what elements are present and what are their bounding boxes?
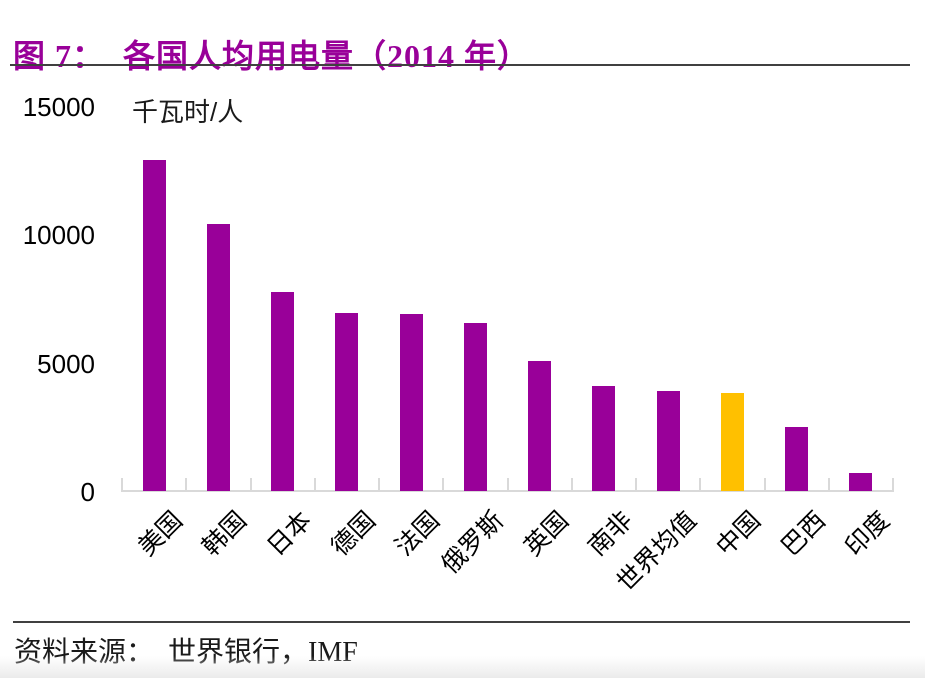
x-axis-tick (442, 478, 445, 490)
title-divider-line (10, 64, 910, 66)
x-axis-tick (506, 478, 509, 490)
x-axis-category-label: 德国 (325, 506, 381, 562)
x-axis-tick (892, 478, 894, 490)
x-axis-category-label: 美国 (133, 506, 189, 562)
x-axis-category-label: 俄罗斯 (436, 506, 510, 580)
y-axis-tick-label: 5000 (37, 348, 95, 379)
x-axis-line (121, 490, 894, 492)
x-axis-tick (827, 478, 830, 490)
bar-南非 (592, 386, 616, 491)
footer-divider-line (13, 621, 910, 623)
x-axis-category-label: 英国 (518, 506, 574, 562)
x-axis-tick (185, 478, 188, 490)
x-axis-tick (699, 478, 702, 490)
bar-巴西 (785, 427, 809, 491)
x-axis-category-label: 巴西 (775, 506, 831, 562)
bar-印度 (849, 473, 873, 491)
x-axis-category-label: 中国 (711, 506, 767, 562)
figure-title: 图 7： 各国人均用电量（2014 年） (13, 38, 531, 75)
x-axis-category-label: 韩国 (197, 506, 253, 562)
y-axis-tick-label: 0 (80, 477, 95, 507)
bar-法国 (399, 314, 423, 491)
x-axis-tick (378, 478, 380, 490)
x-axis-tick (635, 478, 637, 490)
bar-俄罗斯 (463, 323, 487, 491)
page-bottom-shadow (0, 656, 925, 678)
x-axis-tick (249, 478, 252, 490)
x-axis-tick (570, 478, 573, 490)
x-axis-category-label: 印度 (839, 506, 895, 562)
bar-德国 (335, 313, 359, 491)
bar-中国 (720, 393, 744, 491)
x-axis-tick (121, 478, 123, 490)
x-axis-category-label: 日本 (261, 506, 317, 562)
bar-英国 (528, 361, 552, 491)
y-axis-tick-label: 15000 (22, 92, 95, 122)
bar-韩国 (206, 224, 230, 491)
bar-美国 (142, 160, 166, 491)
bar-世界均值 (656, 391, 680, 491)
y-axis-tick-label: 10000 (22, 220, 95, 251)
x-axis-tick (763, 478, 766, 490)
y-axis-unit-label: 千瓦时/人 (132, 97, 244, 127)
x-axis-tick (313, 478, 316, 490)
bar-日本 (271, 292, 295, 491)
